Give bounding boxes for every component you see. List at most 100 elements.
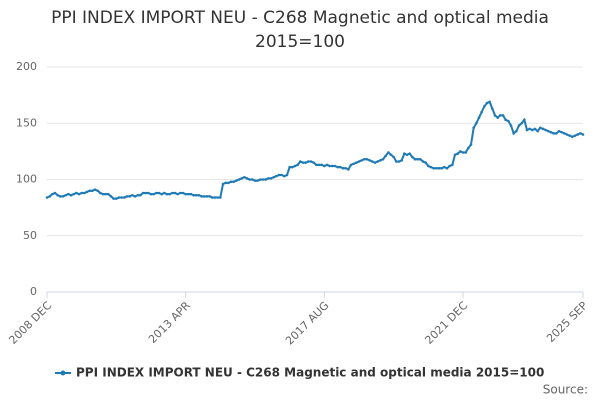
data-point: [307, 160, 310, 163]
x-tick-label: 2017 AUG: [283, 299, 332, 348]
data-point: [80, 191, 83, 195]
data-point: [227, 181, 230, 185]
data-point: [285, 173, 289, 177]
data-point: [237, 178, 241, 181]
data-point: [477, 116, 481, 119]
data-point: [427, 164, 430, 168]
data-point: [291, 165, 294, 169]
data-point: [147, 191, 150, 195]
data-point: [293, 164, 297, 168]
data-point: [491, 107, 494, 110]
data-point: [213, 196, 217, 199]
data-point: [320, 163, 323, 167]
data-point: [128, 195, 131, 198]
data-point: [304, 161, 307, 164]
data-point: [168, 192, 171, 196]
series-line: [46, 100, 584, 200]
data-point: [152, 192, 155, 196]
data-point: [251, 178, 254, 181]
data-point: [173, 191, 177, 195]
data-point: [275, 174, 278, 178]
data-point: [104, 192, 107, 196]
x-tick-label: 2013 APR: [146, 299, 193, 346]
data-point: [496, 116, 499, 119]
x-tick-label: 2021 DEC: [422, 299, 470, 347]
data-point: [59, 195, 62, 198]
data-point: [488, 100, 491, 104]
data-point: [123, 196, 126, 199]
legend-label: PPI INDEX IMPORT NEU - C268 Magnetic and…: [76, 366, 544, 380]
data-point: [400, 159, 403, 162]
data-point: [232, 180, 235, 184]
data-point: [472, 126, 475, 130]
data-point: [387, 151, 390, 154]
data-point: [523, 118, 526, 122]
data-point: [72, 192, 75, 196]
data-point: [531, 128, 534, 132]
data-point: [528, 127, 531, 131]
data-point: [581, 133, 585, 136]
data-point: [280, 173, 283, 177]
data-point: [539, 126, 542, 130]
data-point: [475, 121, 478, 125]
data-point: [256, 179, 259, 182]
data-point: [131, 193, 134, 197]
source-label: Source:: [543, 383, 588, 397]
data-point: [360, 159, 363, 162]
data-point: [365, 157, 369, 161]
data-point: [61, 195, 65, 198]
data-point: [536, 129, 539, 133]
data-point: [405, 153, 409, 157]
data-point: [384, 154, 387, 158]
data-point: [200, 195, 203, 198]
data-point: [461, 151, 465, 154]
data-point: [557, 129, 561, 133]
data-point: [336, 165, 339, 169]
data-point: [549, 130, 553, 134]
data-point: [45, 196, 49, 199]
legend-marker: [60, 370, 66, 376]
data-point: [445, 166, 449, 170]
data-point: [515, 129, 518, 133]
data-point: [565, 133, 569, 136]
data-point: [333, 164, 337, 168]
data-point: [416, 157, 419, 161]
chart-title: PPI INDEX IMPORT NEU - C268 Magnetic and…: [51, 8, 549, 52]
data-point: [349, 163, 353, 167]
data-point: [512, 132, 515, 135]
data-point: [357, 160, 361, 163]
data-point: [149, 192, 153, 196]
data-point: [344, 166, 347, 170]
data-point: [509, 124, 513, 127]
data-point: [91, 189, 94, 193]
data-point: [429, 165, 433, 169]
data-point: [176, 192, 179, 196]
data-point: [235, 179, 238, 182]
data-point: [163, 191, 166, 195]
data-point: [48, 195, 51, 198]
data-point: [381, 157, 385, 161]
data-point: [64, 193, 67, 197]
data-point: [483, 105, 486, 108]
data-point: [507, 119, 510, 123]
data-point: [133, 195, 137, 198]
data-point: [261, 178, 265, 181]
data-point: [136, 193, 139, 197]
data-point: [179, 191, 182, 195]
data-point: [421, 160, 425, 163]
data-point: [272, 175, 275, 179]
data-point: [347, 168, 350, 171]
data-point: [363, 157, 366, 161]
data-point: [253, 179, 257, 182]
data-point: [467, 146, 470, 150]
data-point: [264, 178, 267, 181]
data-point: [240, 177, 243, 180]
data-point: [51, 192, 54, 196]
data-point: [579, 132, 582, 135]
data-point: [432, 166, 435, 170]
data-point: [77, 192, 81, 196]
data-point: [517, 124, 521, 127]
data-point: [323, 164, 326, 168]
data-point: [325, 163, 329, 167]
